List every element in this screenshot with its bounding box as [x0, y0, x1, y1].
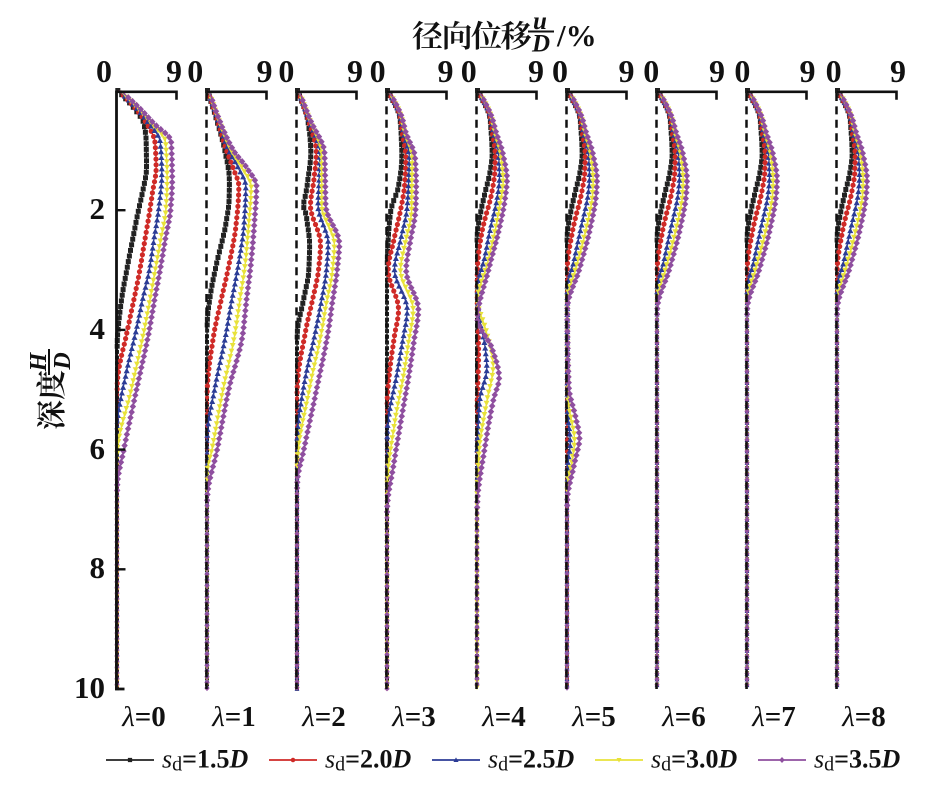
- svg-text:0: 0: [826, 53, 842, 89]
- svg-text:λ=1: λ=1: [211, 701, 256, 733]
- svg-text:0: 0: [96, 53, 112, 89]
- svg-text:λ=4: λ=4: [481, 701, 526, 733]
- svg-text:9: 9: [166, 53, 182, 89]
- svg-text:sd=2.5D: sd=2.5D: [488, 745, 574, 776]
- svg-text:9: 9: [347, 53, 363, 89]
- svg-text:0: 0: [643, 53, 659, 89]
- svg-text:8: 8: [90, 550, 106, 585]
- svg-text:sd=3.5D: sd=3.5D: [814, 745, 900, 776]
- svg-text:λ=2: λ=2: [301, 701, 346, 733]
- svg-text:sd=1.5D: sd=1.5D: [162, 745, 248, 776]
- svg-text:sd=3.0D: sd=3.0D: [651, 745, 737, 776]
- svg-text:0: 0: [734, 53, 750, 89]
- svg-text:u: u: [533, 8, 547, 35]
- svg-text:9: 9: [709, 53, 725, 89]
- svg-text:0: 0: [552, 53, 568, 89]
- svg-text:/%: /%: [556, 18, 597, 53]
- svg-text:D: D: [50, 352, 76, 370]
- svg-text:9: 9: [890, 53, 906, 89]
- svg-text:0: 0: [370, 53, 386, 89]
- svg-text:10: 10: [74, 670, 105, 705]
- svg-text:λ=6: λ=6: [661, 701, 706, 733]
- svg-text:λ=7: λ=7: [751, 701, 796, 733]
- svg-text:9: 9: [528, 53, 544, 89]
- svg-text:H: H: [26, 351, 52, 372]
- svg-text:0: 0: [278, 53, 294, 89]
- svg-text:2: 2: [90, 191, 106, 226]
- svg-text:λ=0: λ=0: [121, 701, 166, 733]
- svg-text:λ=5: λ=5: [571, 701, 616, 733]
- svg-text:0: 0: [187, 53, 203, 89]
- svg-text:λ=3: λ=3: [391, 701, 436, 733]
- svg-text:6: 6: [90, 431, 106, 466]
- svg-text:4: 4: [90, 311, 106, 346]
- svg-text:9: 9: [257, 53, 273, 89]
- svg-text:0: 0: [461, 53, 477, 89]
- svg-text:D: D: [531, 31, 550, 58]
- svg-text:9: 9: [438, 53, 454, 89]
- svg-text:9: 9: [800, 53, 816, 89]
- svg-text:9: 9: [619, 53, 635, 89]
- svg-text:sd=2.0D: sd=2.0D: [325, 745, 411, 776]
- svg-text:λ=8: λ=8: [841, 701, 886, 733]
